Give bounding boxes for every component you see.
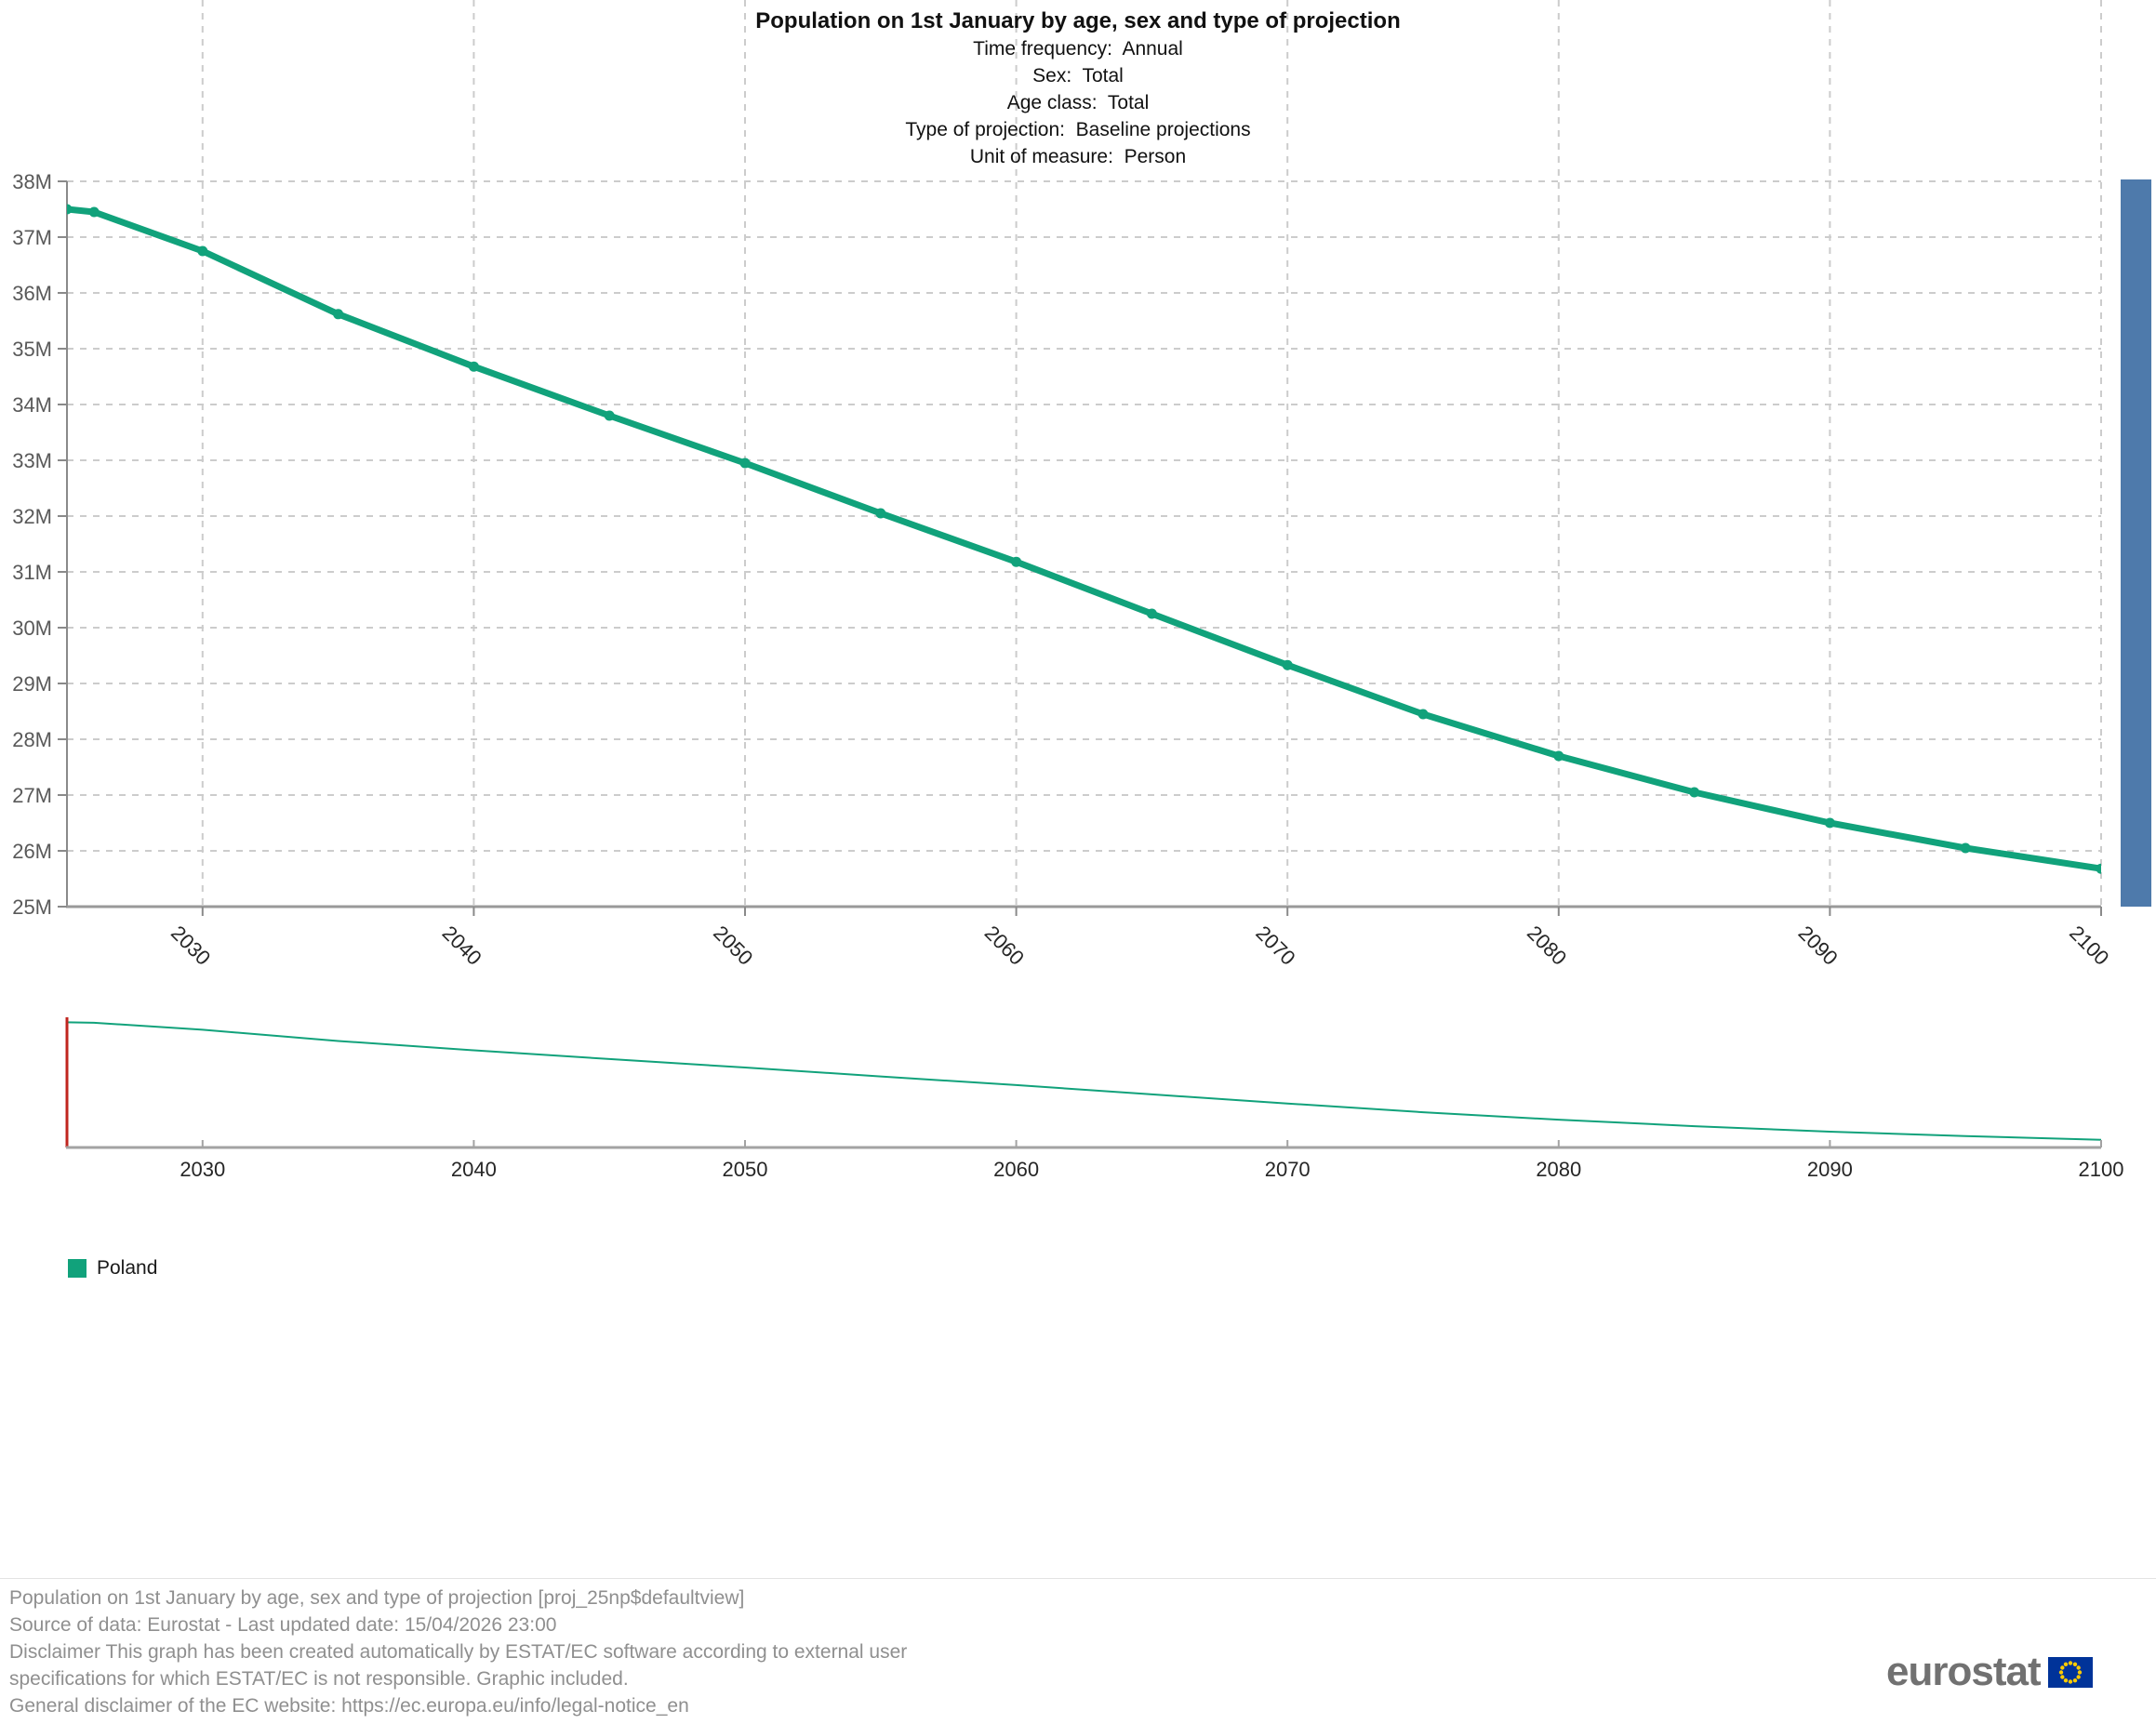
x-axis-tick-label: 2060 [980, 922, 1029, 970]
eu-flag-star [2059, 1674, 2065, 1679]
series-marker [1689, 787, 1700, 798]
footer: Population on 1st January by age, sex an… [9, 1585, 907, 1719]
navigator-tick-label: 2030 [180, 1158, 225, 1181]
chart-title: Population on 1st January by age, sex an… [755, 8, 1401, 33]
series-marker [2096, 863, 2101, 874]
series-marker [468, 361, 479, 372]
navigator-range-selector[interactable] [67, 1017, 2101, 1147]
series-marker [604, 410, 615, 421]
y-axis-tick-label: 37M [12, 226, 52, 249]
y-axis-tick-label: 35M [12, 338, 52, 361]
series-line [67, 206, 2101, 872]
y-axis-tick-label: 36M [12, 282, 52, 305]
eu-flag-star [2063, 1678, 2068, 1682]
footer-source-line: Source of data: Eurostat - Last updated … [9, 1614, 557, 1636]
eu-flag-star [2059, 1664, 2065, 1670]
x-axis-tick-label: 2040 [438, 922, 486, 970]
series-poland [67, 204, 2101, 874]
series-marker [333, 309, 344, 320]
y-axis-tick-label: 34M [12, 393, 52, 417]
footer-disclaimer-line-2: specifications for which ESTAT/EC is not… [9, 1668, 629, 1690]
series-marker [1824, 817, 1835, 829]
y-axis-tick-label: 28M [12, 728, 52, 751]
eu-flag-star [2076, 1674, 2081, 1679]
series-marker [1960, 842, 1971, 854]
eu-flag-star [2063, 1662, 2068, 1666]
legend-swatch [68, 1259, 87, 1278]
legend-label: Poland [97, 1257, 158, 1279]
navigator-tick-label: 2050 [723, 1158, 768, 1181]
navigator-tick-label: 2080 [1536, 1158, 1581, 1181]
eu-flag-star [2068, 1660, 2072, 1665]
x-axis-tick-label: 2070 [1251, 922, 1299, 970]
y-axis-tick-label: 25M [12, 895, 52, 919]
series-marker [1282, 659, 1293, 670]
series-marker [1011, 556, 1022, 567]
subtitle-type-of-projection: Type of projection: Baseline projections [905, 119, 1251, 140]
charts-svg: 25M 26M 27M 28M 29M 30M 31M 32M 33M 34M 35M 36M 37M 3… [12, 0, 2124, 1181]
navigator-tick-label: 2100 [2079, 1158, 2124, 1181]
chart-header: Population on 1st January by age, sex an… [0, 7, 2156, 170]
series-marker [197, 245, 208, 257]
navigator-series-line [66, 1021, 2102, 1141]
eu-flag-icon [2047, 1656, 2093, 1688]
series-marker [1417, 709, 1429, 720]
eu-flag-star [2068, 1678, 2072, 1684]
footer-disclaimer-line-1: Disclaimer This graph has been created a… [9, 1641, 908, 1663]
y-axis-tick-label: 29M [12, 672, 52, 696]
y-axis-tick-label: 32M [12, 505, 52, 528]
eu-flag-star [2072, 1678, 2077, 1682]
subtitle-time-frequency: Time frequency: Annual [973, 38, 1183, 60]
footer-dataset-line: Population on 1st January by age, sex an… [9, 1587, 745, 1609]
y-axis-tick-label: 38M [12, 170, 52, 193]
footer-divider [0, 1578, 2156, 1579]
x-axis-tick-label: 2090 [1794, 922, 1843, 970]
series-marker [88, 206, 100, 218]
eu-flag-star [2072, 1662, 2077, 1666]
navigator-tick-label: 2090 [1807, 1158, 1853, 1181]
eurostat-logo: eurostat [1886, 1651, 2093, 1692]
y-axis-tick-label: 33M [12, 449, 52, 472]
eurostat-logo-text: eurostat [1886, 1649, 2042, 1694]
navigator-tick-label: 2070 [1265, 1158, 1311, 1181]
navigator-tick-label: 2040 [451, 1158, 497, 1181]
series-marker [67, 204, 73, 215]
series-marker [1553, 750, 1564, 762]
x-axis-tick-label: 2030 [166, 922, 215, 970]
series-marker [875, 508, 886, 519]
legend-item-poland[interactable]: Poland [68, 1257, 157, 1280]
x-axis-tick-label: 2080 [1523, 922, 1571, 970]
series-marker [739, 458, 751, 469]
subtitle-age-class: Age class: Total [1006, 92, 1150, 113]
vertical-scrollbar[interactable] [2121, 179, 2151, 907]
y-axis-tick-label: 30M [12, 617, 52, 640]
footer-legal-notice-line: General disclaimer of the EC website: ht… [9, 1695, 689, 1717]
eu-flag-star [2058, 1669, 2063, 1675]
eu-flag-star [2076, 1664, 2081, 1670]
subtitle-unit-of-measure: Unit of measure: Person [969, 146, 1187, 167]
y-axis-tick-label: 31M [12, 561, 52, 584]
y-axis-tick-label: 26M [12, 840, 52, 863]
eu-flag-star [2077, 1669, 2082, 1675]
y-axis-tick-label: 27M [12, 784, 52, 807]
subtitle-sex: Sex: Total [1032, 65, 1124, 86]
x-axis-tick-label: 2100 [2065, 922, 2113, 970]
series-marker [1146, 608, 1157, 619]
x-axis-tick-label: 2050 [709, 922, 757, 970]
navigator-tick-label: 2060 [993, 1158, 1039, 1181]
